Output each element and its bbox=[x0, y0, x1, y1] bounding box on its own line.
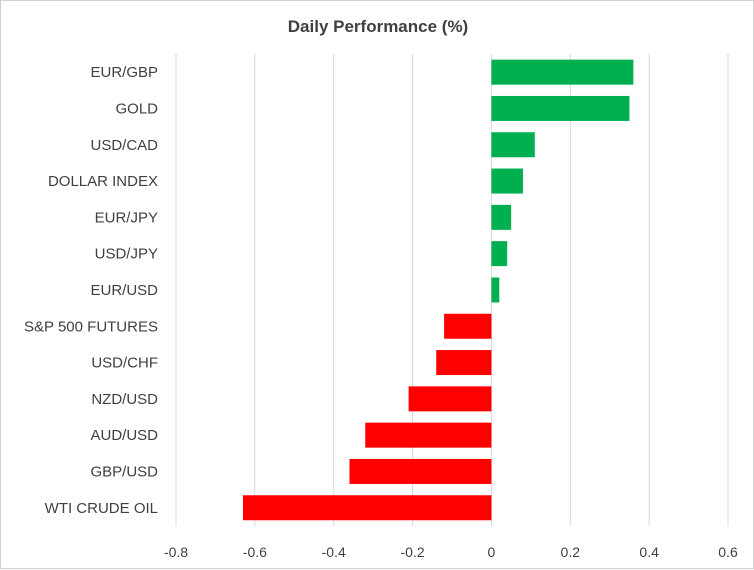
x-tick-labels: -0.8 -0.6 -0.4 -0.2 0 0.2 0.4 0.6 bbox=[164, 544, 738, 560]
bar-usd-cad bbox=[491, 132, 535, 158]
category-label: WTI CRUDE OIL bbox=[45, 500, 158, 517]
bar-usd-chf bbox=[436, 350, 492, 376]
bar-dollar-index bbox=[491, 168, 523, 194]
category-label: GBP/USD bbox=[90, 463, 158, 480]
x-tick-label: -0.8 bbox=[164, 544, 188, 560]
x-tick-label: -0.6 bbox=[243, 544, 267, 560]
category-label: AUD/USD bbox=[90, 427, 158, 444]
x-tick-label: -0.2 bbox=[401, 544, 425, 560]
x-tick-label: 0.4 bbox=[639, 544, 659, 560]
gridlines bbox=[175, 54, 729, 526]
bar-eur-jpy bbox=[491, 204, 512, 230]
category-label: DOLLAR INDEX bbox=[48, 173, 158, 190]
category-label: GOLD bbox=[115, 100, 158, 117]
bar-wti-crude-oil bbox=[243, 495, 492, 521]
bar-aud-usd bbox=[365, 422, 492, 448]
bar-nzd-usd bbox=[408, 386, 492, 412]
bar-eur-gbp bbox=[491, 59, 634, 85]
bar-eur-usd bbox=[491, 277, 500, 303]
bar-s-p-500-futures bbox=[444, 313, 492, 339]
x-tick-label: 0 bbox=[488, 544, 496, 560]
category-label: NZD/USD bbox=[91, 391, 158, 408]
x-tick-label: 0.2 bbox=[561, 544, 581, 560]
category-label: USD/JPY bbox=[95, 246, 158, 263]
category-label: EUR/GBP bbox=[90, 64, 158, 81]
category-label: S&P 500 FUTURES bbox=[24, 318, 158, 335]
category-label: USD/CHF bbox=[91, 355, 158, 372]
category-label: USD/CAD bbox=[90, 137, 158, 154]
chart-title: Daily Performance (%) bbox=[288, 17, 468, 36]
x-tick-label: -0.4 bbox=[322, 544, 346, 560]
bar-gbp-usd bbox=[349, 458, 492, 484]
category-labels: EUR/GBP GOLD USD/CAD DOLLAR INDEX EUR/JPY USD… bbox=[24, 64, 158, 517]
bars bbox=[243, 59, 634, 521]
category-label: EUR/JPY bbox=[95, 209, 158, 226]
x-tick-label: 0.6 bbox=[718, 544, 738, 560]
bar-usd-jpy bbox=[491, 241, 508, 267]
bar-gold bbox=[491, 95, 630, 121]
category-label: EUR/USD bbox=[90, 282, 158, 299]
